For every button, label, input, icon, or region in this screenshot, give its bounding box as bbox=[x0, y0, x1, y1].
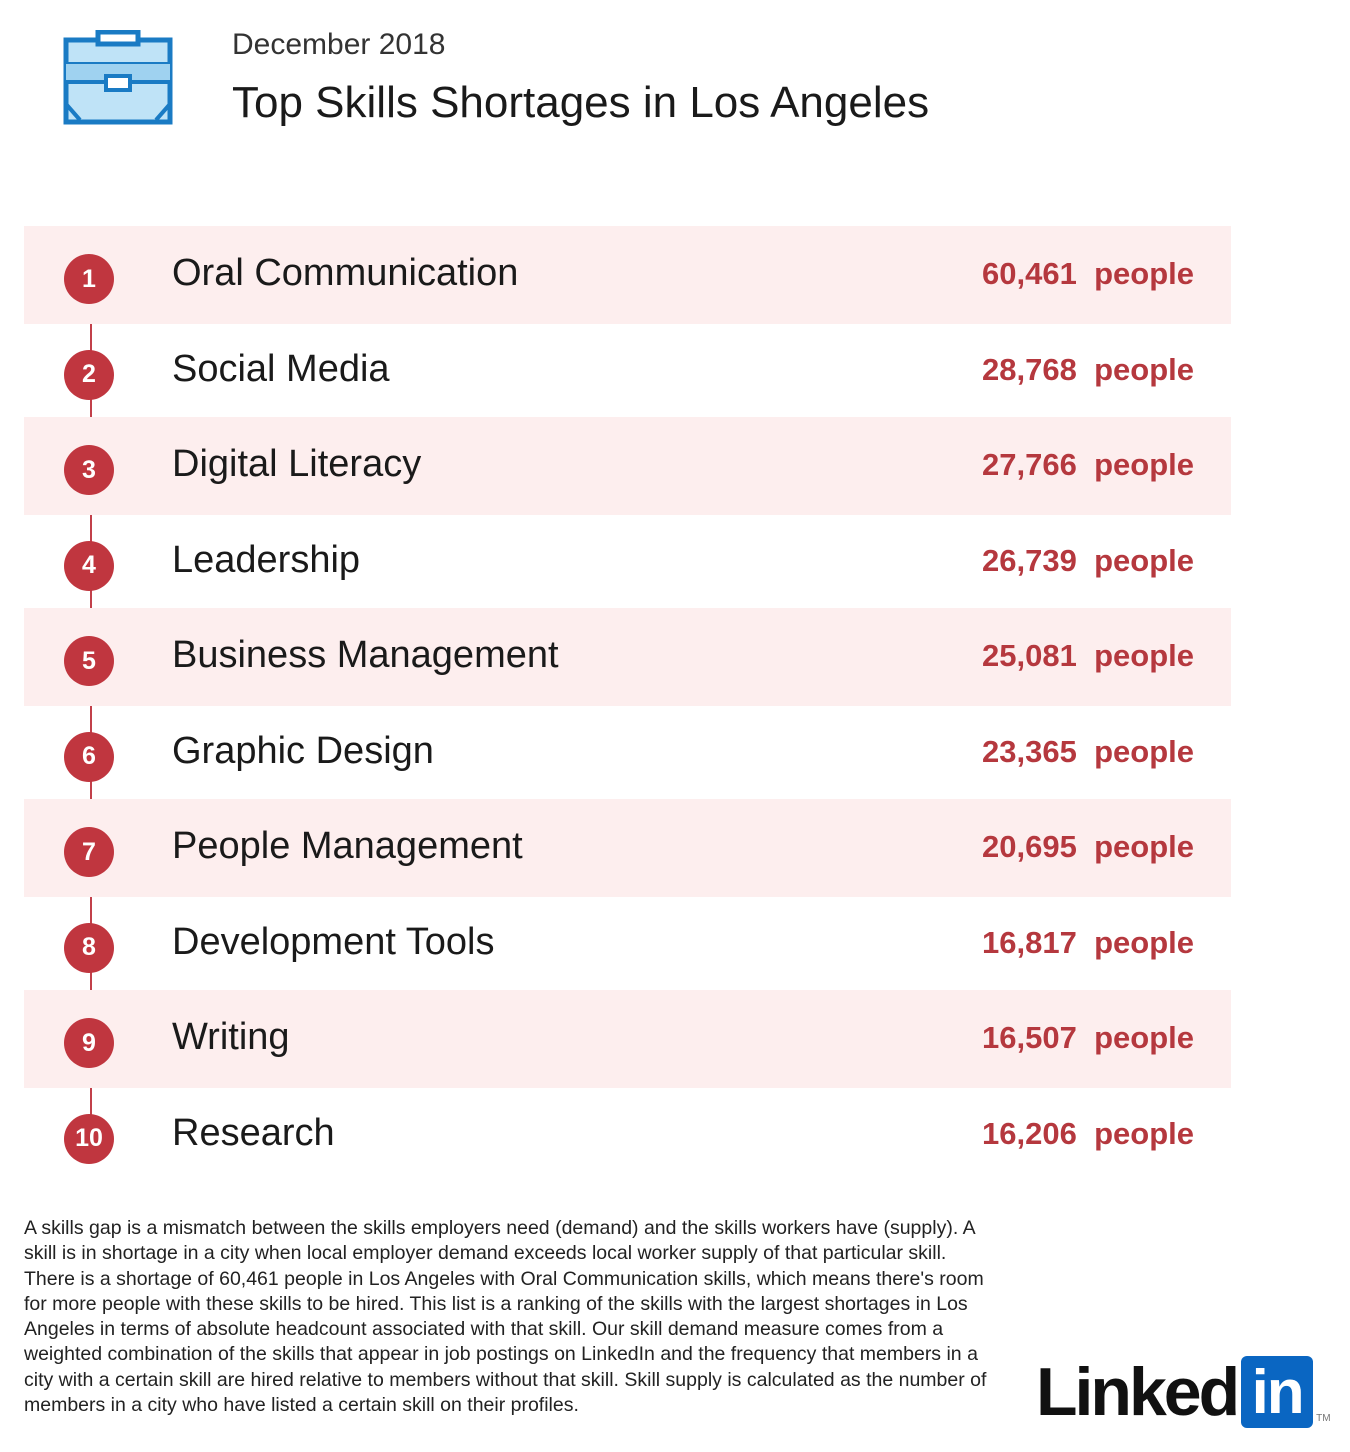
skill-name: Business Management bbox=[172, 634, 559, 676]
footnote: A skills gap is a mismatch between the s… bbox=[24, 1217, 987, 1417]
shortage-number: 16,507 bbox=[982, 1020, 1077, 1055]
rank-badge: 2 bbox=[64, 349, 114, 400]
skills-ranking-list: 1 Oral Communication 60,461 people 2 Social … bbox=[24, 226, 1231, 1164]
skill-name: Writing bbox=[172, 1016, 290, 1058]
table-row bbox=[24, 990, 1231, 1088]
shortage-number: 16,206 bbox=[982, 1115, 1077, 1151]
shortage-value: 27,766 people bbox=[982, 447, 1194, 483]
shortage-unit: people bbox=[1094, 256, 1194, 291]
shortage-value: 20,695 people bbox=[982, 829, 1194, 865]
shortage-number: 28,768 bbox=[982, 351, 1077, 387]
shortage-value: 26,739 people bbox=[982, 543, 1194, 579]
skill-name: Graphic Design bbox=[172, 729, 434, 772]
table-row bbox=[24, 417, 1231, 515]
shortage-number: 25,081 bbox=[982, 638, 1077, 673]
shortage-number: 26,739 bbox=[982, 542, 1077, 578]
table-row bbox=[24, 226, 1231, 324]
skill-name: Oral Communication bbox=[172, 252, 519, 294]
rank-badge: 4 bbox=[64, 540, 114, 591]
rank-badge: 5 bbox=[64, 636, 114, 686]
shortage-unit: people bbox=[1094, 542, 1194, 578]
shortage-value: 16,817 people bbox=[982, 925, 1194, 961]
briefcase-icon bbox=[63, 30, 173, 125]
shortage-unit: people bbox=[1094, 733, 1194, 769]
shortage-number: 60,461 bbox=[982, 256, 1077, 291]
shortage-unit: people bbox=[1094, 447, 1194, 482]
skill-name: Research bbox=[172, 1111, 335, 1154]
logo-in-box: in bbox=[1241, 1356, 1314, 1428]
table-row bbox=[24, 608, 1231, 706]
page-title: Top Skills Shortages in Los Angeles bbox=[232, 78, 930, 127]
skill-name: Digital Literacy bbox=[172, 443, 422, 485]
shortage-unit: people bbox=[1094, 924, 1194, 960]
shortage-value: 60,461 people bbox=[982, 256, 1194, 292]
logo-trademark: TM bbox=[1316, 1413, 1331, 1424]
linkedin-logo: Linked in TM bbox=[1036, 1352, 1331, 1432]
shortage-value: 28,768 people bbox=[982, 352, 1194, 388]
table-row bbox=[24, 799, 1231, 897]
rank-badge: 9 bbox=[64, 1018, 114, 1068]
logo-wordmark: Linked bbox=[1036, 1354, 1240, 1430]
shortage-value: 16,507 people bbox=[982, 1020, 1194, 1056]
skill-name: Development Tools bbox=[172, 920, 495, 963]
shortage-unit: people bbox=[1094, 351, 1194, 387]
shortage-unit: people bbox=[1094, 638, 1194, 673]
shortage-number: 23,365 bbox=[982, 733, 1077, 769]
shortage-number: 16,817 bbox=[982, 924, 1077, 960]
shortage-number: 20,695 bbox=[982, 829, 1077, 864]
shortage-unit: people bbox=[1094, 1115, 1194, 1151]
rank-badge: 10 bbox=[64, 1113, 114, 1164]
report-date: December 2018 bbox=[232, 28, 446, 61]
shortage-value: 25,081 people bbox=[982, 638, 1194, 674]
shortage-unit: people bbox=[1094, 1020, 1194, 1055]
shortage-unit: people bbox=[1094, 829, 1194, 864]
rank-badge: 3 bbox=[64, 445, 114, 495]
rank-badge: 7 bbox=[64, 827, 114, 877]
shortage-value: 23,365 people bbox=[982, 734, 1194, 770]
rank-badge: 6 bbox=[64, 731, 114, 782]
rank-badge: 1 bbox=[64, 254, 114, 304]
skill-name: People Management bbox=[172, 825, 523, 867]
rank-badge: 8 bbox=[64, 922, 114, 973]
skill-name: Leadership bbox=[172, 538, 361, 581]
rank-timeline-line bbox=[90, 280, 92, 1135]
shortage-value: 16,206 people bbox=[982, 1116, 1194, 1152]
shortage-number: 27,766 bbox=[982, 447, 1077, 482]
skill-name: Social Media bbox=[172, 347, 390, 390]
